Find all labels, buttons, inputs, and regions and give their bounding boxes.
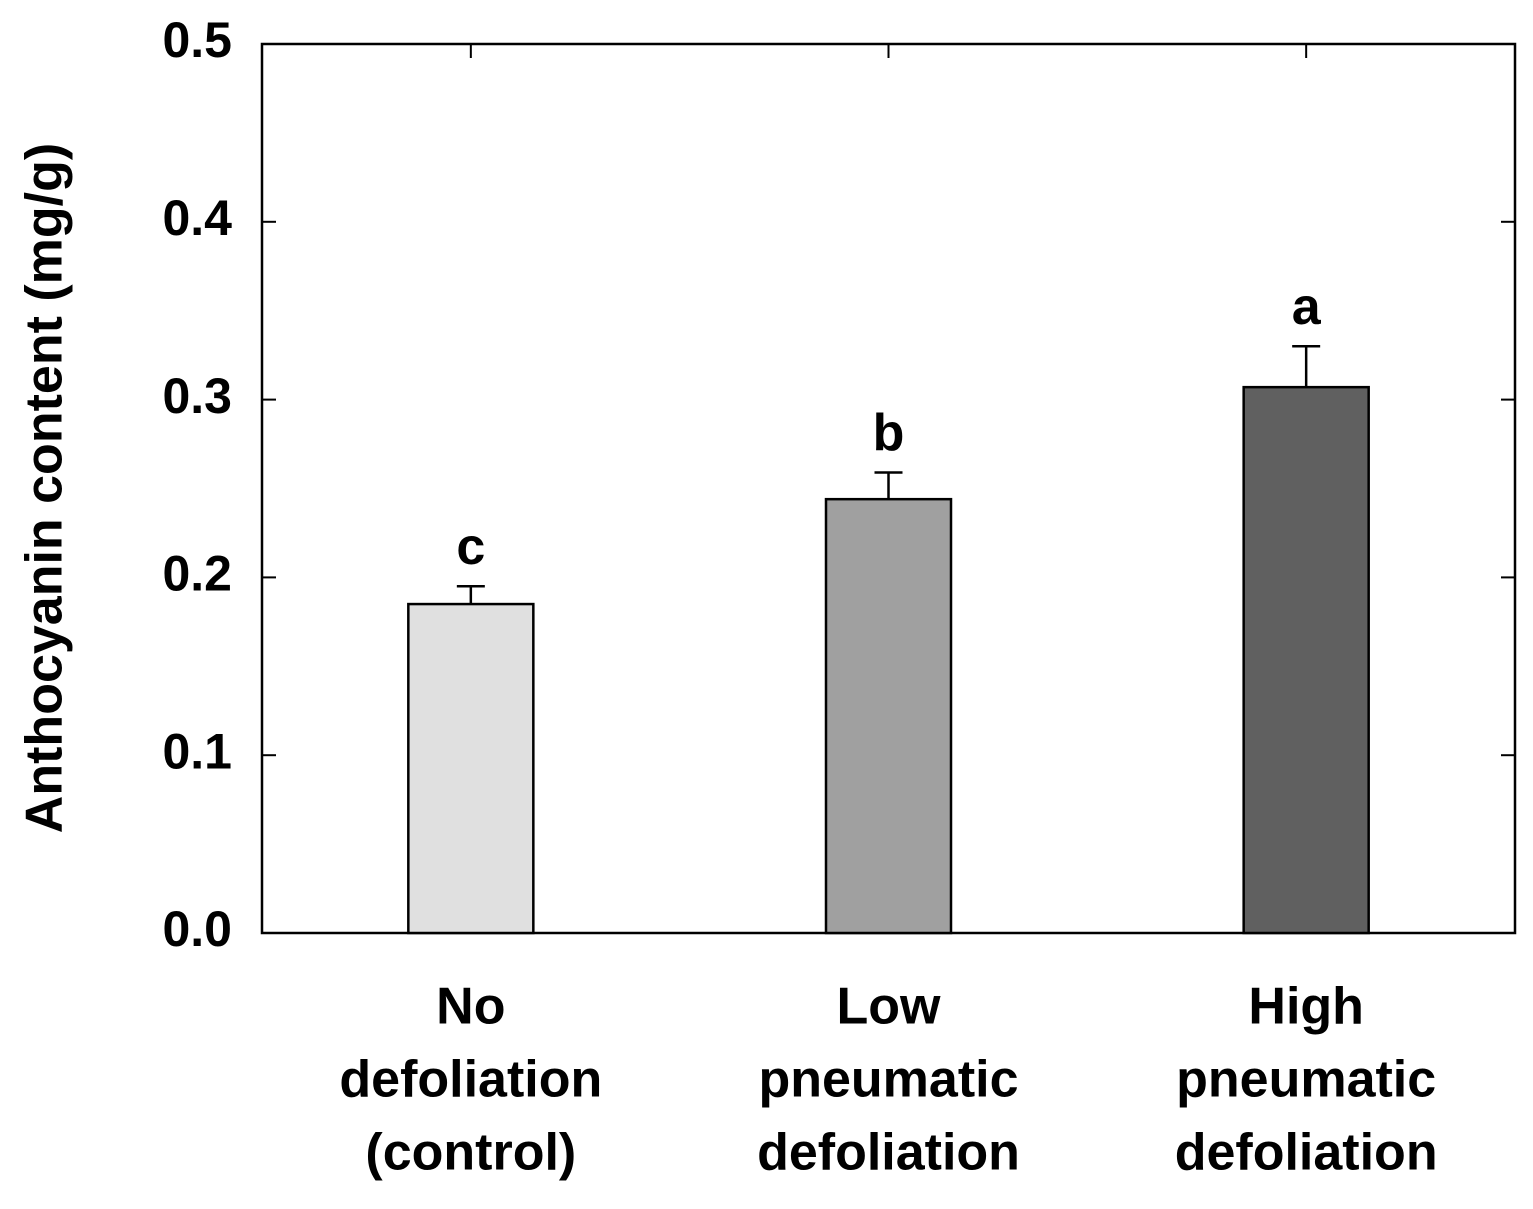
x-tick-label: defoliation: [1175, 1124, 1438, 1182]
x-tick-label: defoliation: [339, 1051, 602, 1109]
x-tick-label: pneumatic: [758, 1051, 1018, 1109]
y-axis-label: Anthocyanin content (mg/g): [16, 143, 74, 833]
bar: [1242, 385, 1370, 935]
x-tick-label: (control): [365, 1124, 576, 1182]
y-tick-label: 0.1: [162, 723, 232, 779]
annotation: c: [456, 518, 485, 576]
y-tick-label: 0.5: [162, 12, 232, 68]
x-tick-label: High: [1248, 978, 1364, 1036]
x-tick-label: pneumatic: [1176, 1051, 1436, 1109]
y-tick-label: 0.3: [162, 368, 232, 424]
annotation: a: [1292, 278, 1322, 336]
y-tick-label: 0.2: [162, 546, 232, 602]
bar: [824, 497, 953, 935]
x-tick-label: defoliation: [757, 1124, 1020, 1182]
y-tick-label: 0.4: [162, 190, 232, 246]
bar: [407, 602, 535, 935]
annotation: b: [873, 404, 905, 462]
x-tick-label: Low: [837, 978, 942, 1036]
x-tick-label: No: [436, 978, 505, 1036]
y-tick-label: 0.0: [162, 901, 232, 957]
